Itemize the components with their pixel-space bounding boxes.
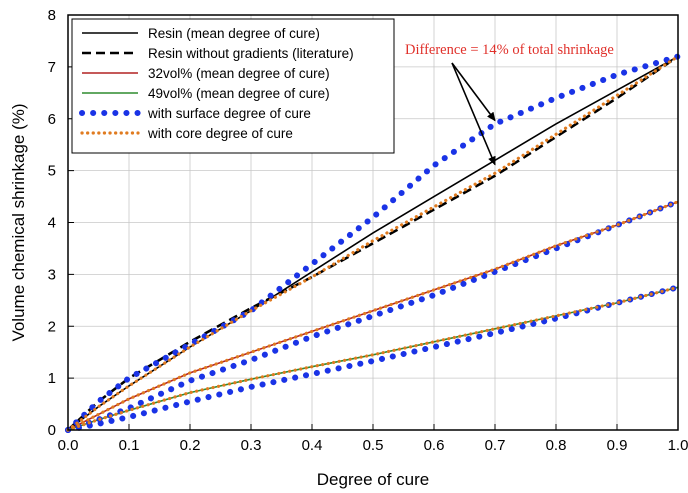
legend-label: 49vol% (mean degree of cure) [148,86,330,101]
y-tick-label: 5 [48,163,56,180]
series-lines [65,53,681,433]
y-tick-label: 3 [48,266,56,283]
legend-label: 32vol% (mean degree of cure) [148,66,330,81]
axis-ticks: 0.0 0.1 0.2 0.3 0.4 0.5 0.6 0.7 0.8 0.9 1.0 0 1 2 3 4 5 6… [48,7,688,454]
legend-label: Resin (mean degree of cure) [148,26,320,41]
y-tick-label: 4 [48,215,56,232]
x-tick-label: 0.3 [241,437,262,454]
x-tick-label: 0.6 [424,437,445,454]
legend-label: with core degree of cure [147,126,293,141]
series-line-6 [65,284,681,433]
x-tick-label: 0.1 [119,437,140,454]
y-tick-label: 6 [48,111,56,128]
x-tick-label: 0.0 [58,437,79,454]
y-tick-label: 8 [48,7,56,24]
y-tick-label: 0 [48,422,56,439]
x-tick-label: 0.2 [180,437,201,454]
y-tick-label: 1 [48,370,56,387]
annotation: Difference = 14% of total shrinkage [405,42,614,166]
x-tick-label: 1.0 [668,437,688,454]
x-tick-label: 0.9 [607,437,628,454]
x-tick-label: 0.5 [363,437,384,454]
annotation-arrow [451,62,496,166]
x-tick-label: 0.8 [546,437,567,454]
annotation-arrow [451,62,496,122]
y-tick-label: 2 [48,318,56,335]
series-line-7 [66,54,680,432]
x-tick-label: 0.7 [485,437,506,454]
series-line-0 [67,55,679,431]
series-line-4 [65,53,681,433]
x-axis-title: Degree of cure [317,470,429,489]
y-axis-title: Volume chemical shrinkage (%) [9,103,28,341]
legend: Resin (mean degree of cure) Resin without… [71,18,395,154]
annotation-text: Difference = 14% of total shrinkage [405,42,614,58]
series-line-5 [65,198,681,433]
x-tick-label: 0.4 [302,437,323,454]
legend-box [71,18,395,154]
legend-label: Resin without gradients (literature) [148,46,354,61]
series-line-1 [67,55,679,431]
series-line-8 [66,200,680,432]
legend-label: with surface degree of cure [147,106,311,121]
y-tick-label: 7 [48,59,56,76]
